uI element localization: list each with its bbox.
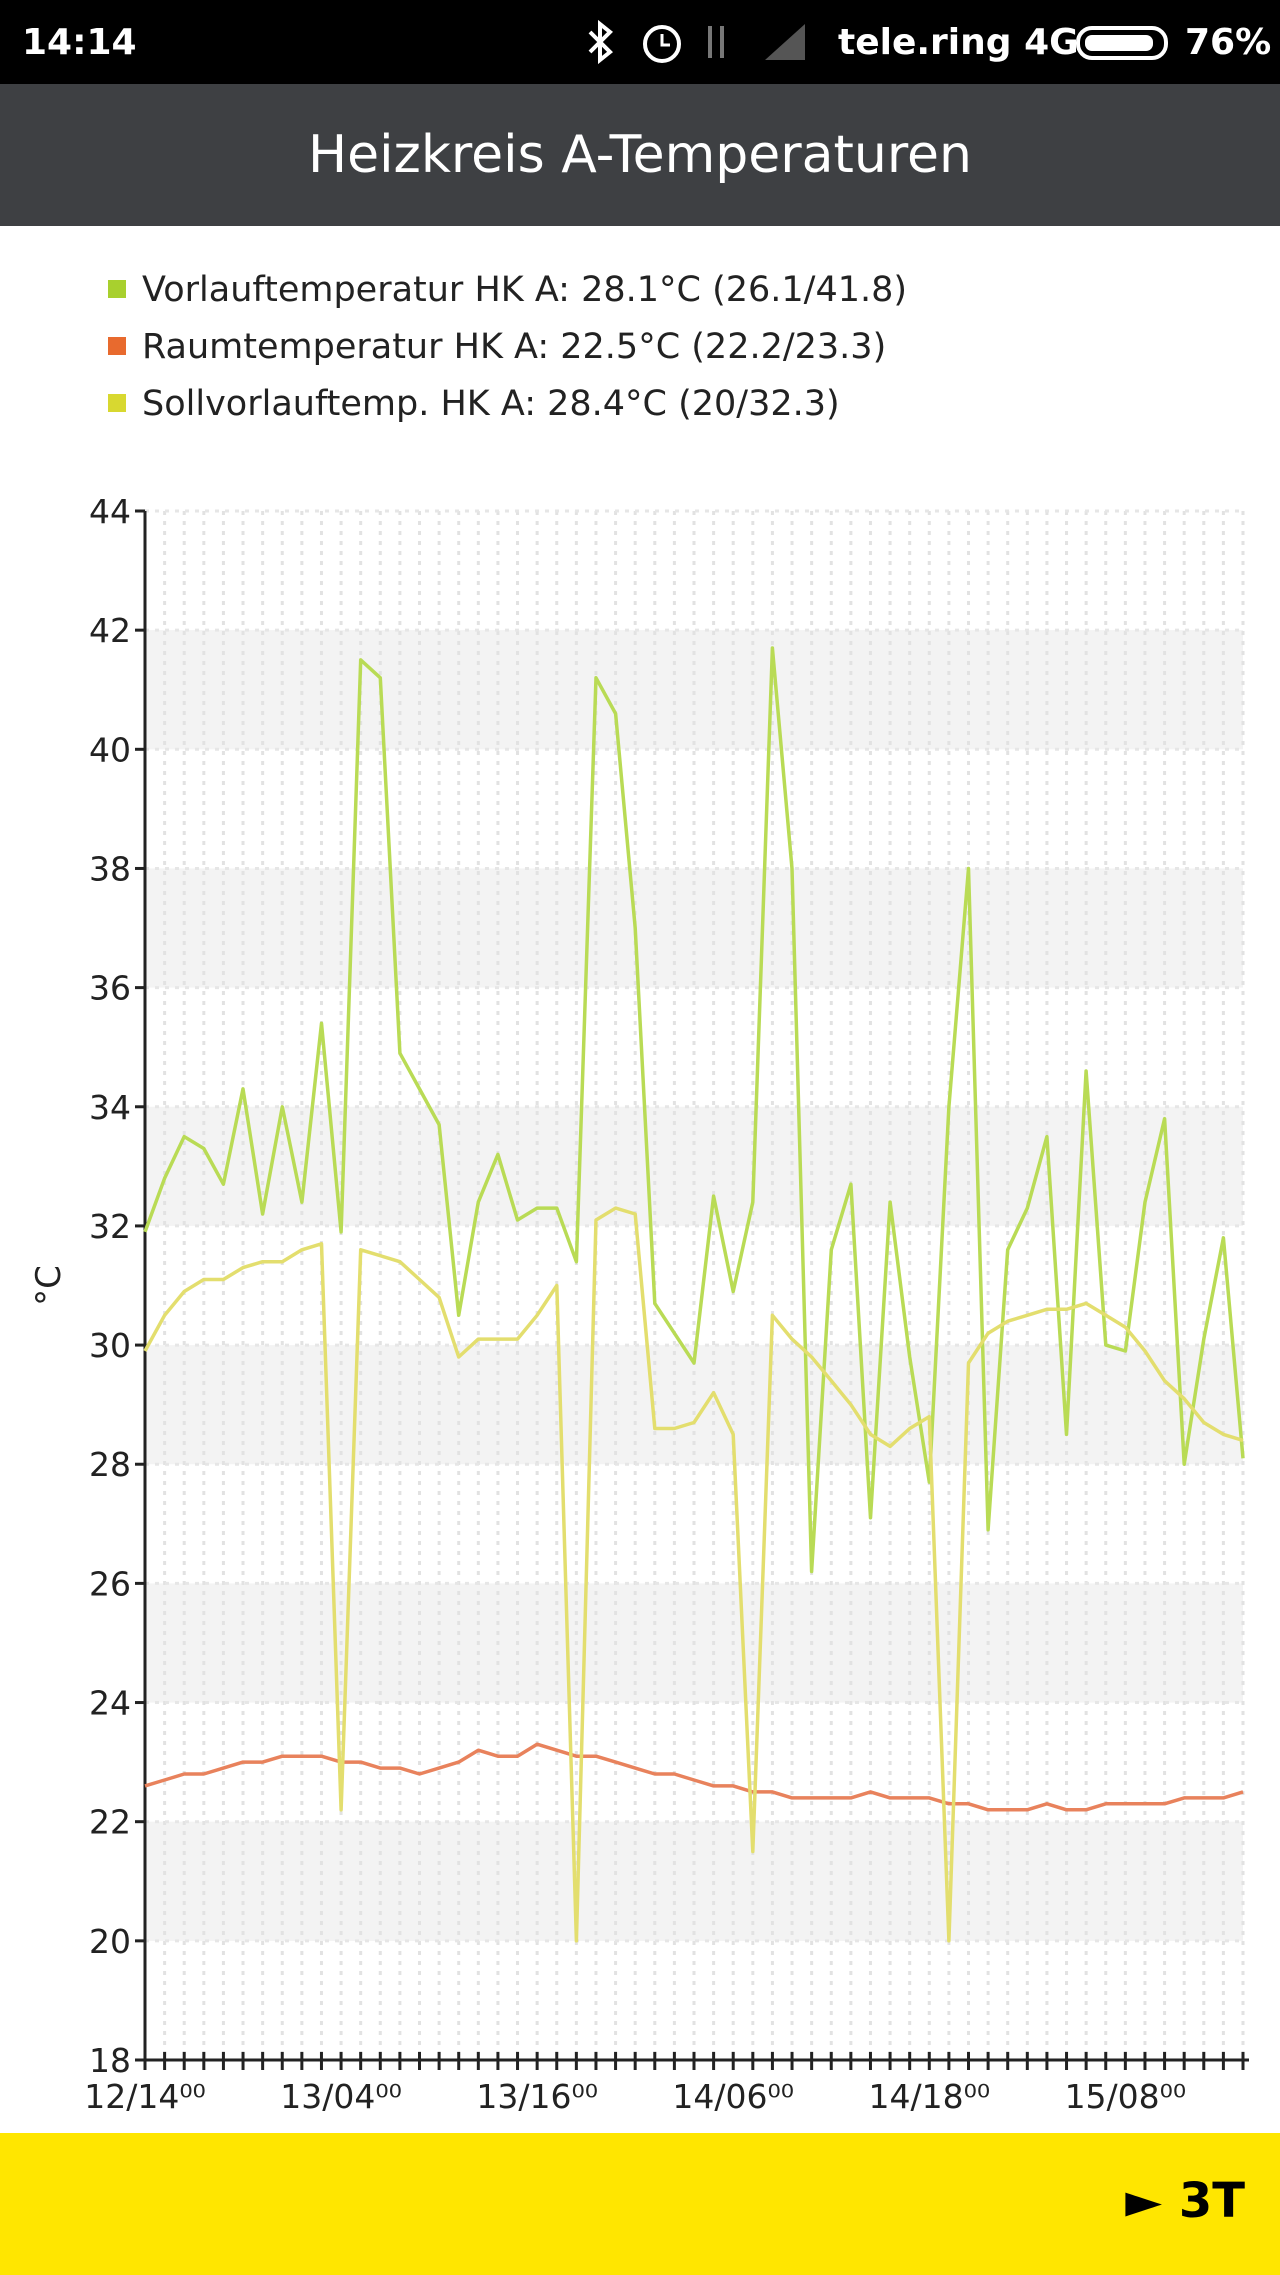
footer: ► 3T	[0, 2133, 1280, 2275]
legend-swatch	[108, 394, 126, 412]
y-tick-label: 36	[89, 969, 131, 1008]
y-tick-label: 34	[89, 1088, 131, 1127]
legend-label: Sollvorlauftemp. HK A: 28.4°C (20/32.3)	[142, 384, 840, 424]
y-tick-label: 38	[89, 849, 131, 888]
y-tick-label: 20	[89, 1922, 131, 1961]
battery: 76%	[1185, 22, 1272, 63]
y-tick-label: 42	[89, 611, 131, 650]
series-line	[143, 646, 1245, 1574]
series-line	[143, 1206, 1244, 1943]
y-tick-label: 40	[89, 730, 131, 769]
y-tick-label: 26	[89, 1564, 131, 1603]
x-tick-label: 12/14⁰⁰	[84, 2077, 206, 2116]
y-tick-label: 30	[89, 1326, 131, 1365]
series-line	[144, 1742, 1244, 1812]
range-button[interactable]: ► 3T	[1125, 2173, 1245, 2229]
chart: Vorlauftemperatur HK A: 28.1°C (26.1/41.…	[29, 270, 1249, 2116]
grid-band	[145, 1106, 1243, 1226]
grid-band	[145, 630, 1243, 750]
x-tick-label: 15/08⁰⁰	[1065, 2077, 1187, 2116]
y-tick-label: 28	[89, 1445, 131, 1484]
x-tick-label: 14/18⁰⁰	[869, 2077, 991, 2116]
y-tick-label: 32	[89, 1207, 131, 1246]
battery-icon	[1076, 26, 1168, 60]
y-tick-label: 22	[89, 1803, 131, 1842]
status-icons	[588, 19, 805, 65]
y-tick-label: 44	[89, 492, 131, 531]
legend-swatch	[108, 337, 126, 355]
grid-band	[145, 868, 1243, 988]
x-tick-label: 13/16⁰⁰	[476, 2077, 598, 2116]
status-bar: 14:14 tele.ring 4G 76%	[0, 0, 1280, 84]
clock: 14:14	[22, 22, 137, 63]
carrier: tele.ring 4G	[838, 22, 1079, 63]
header: Heizkreis A-Temperaturen	[0, 84, 1280, 226]
legend-label: Raumtemperatur HK A: 22.5°C (22.2/23.3)	[142, 327, 886, 367]
y-tick-label: 24	[89, 1684, 131, 1723]
x-tick-label: 14/06⁰⁰	[672, 2077, 794, 2116]
y-axis-label: °C	[29, 1265, 69, 1306]
x-tick-label: 13/04⁰⁰	[280, 2077, 402, 2116]
legend-label: Vorlauftemperatur HK A: 28.1°C (26.1/41.…	[142, 270, 907, 310]
title: Heizkreis A-Temperaturen	[307, 125, 972, 185]
legend-swatch	[108, 280, 126, 298]
y-tick-label: 18	[89, 2041, 131, 2080]
